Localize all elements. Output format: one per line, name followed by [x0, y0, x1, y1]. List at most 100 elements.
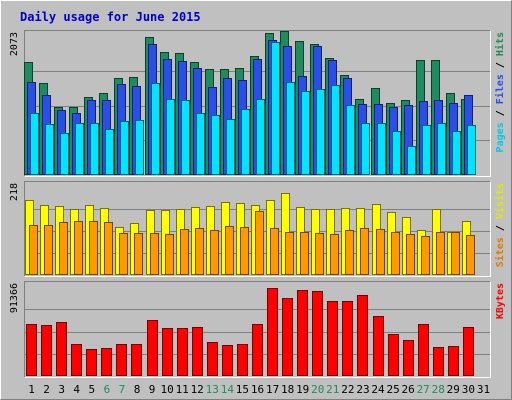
bar-fill	[391, 232, 400, 275]
bar-fill	[26, 324, 37, 376]
bar-fill	[166, 99, 175, 175]
bar-fill	[101, 348, 112, 376]
bar-visits-sites-sites-day-3	[59, 222, 68, 275]
bar-hits-files-pages-pages-day-17	[271, 42, 280, 175]
bar-fill	[330, 234, 339, 275]
bar-hits-files-pages-pages-day-24	[377, 123, 386, 175]
bar-fill	[56, 322, 67, 376]
bar-fill	[297, 290, 308, 376]
bar-kbytes-kbytes-day-26	[403, 340, 414, 376]
bar-fill	[285, 232, 294, 275]
bar-fill	[237, 344, 248, 376]
bar-outline	[345, 230, 354, 275]
bar-visits-sites-sites-day-27	[421, 236, 430, 275]
bar-outline	[150, 233, 159, 275]
bar-visits-sites-sites-day-10	[165, 234, 174, 275]
bar-outline	[211, 115, 220, 175]
bar-kbytes-kbytes-day-13	[207, 342, 218, 376]
x-tick-day-16: 16	[251, 383, 264, 396]
bar-outline	[90, 123, 99, 175]
bar-kbytes-kbytes-day-30	[463, 327, 474, 376]
bar-kbytes-kbytes-day-9	[147, 320, 158, 376]
bar-visits-sites-sites-day-14	[225, 226, 234, 275]
bar-outline	[241, 109, 250, 175]
bar-outline	[120, 121, 129, 175]
bar-fill	[388, 334, 399, 376]
bar-outline	[467, 125, 476, 175]
bar-outline	[134, 233, 143, 275]
bar-hits-files-pages-pages-day-1	[30, 113, 39, 175]
bar-kbytes-kbytes-day-19	[297, 290, 308, 376]
bar-fill	[342, 301, 353, 376]
bar-kbytes-kbytes-day-15	[237, 344, 248, 376]
x-tick-day-25: 25	[386, 383, 399, 396]
bar-hits-files-pages-pages-day-19	[301, 91, 310, 175]
bar-kbytes-kbytes-day-25	[388, 334, 399, 376]
bar-outline	[44, 225, 53, 275]
bar-outline	[177, 328, 188, 376]
bar-outline	[407, 146, 416, 175]
bar-fill	[165, 234, 174, 275]
bar-kbytes-kbytes-day-23	[357, 295, 368, 376]
bar-hits-files-pages-pages-day-16	[256, 99, 265, 175]
bar-kbytes-kbytes-day-12	[192, 327, 203, 376]
bar-hits-files-pages-pages-day-11	[181, 100, 190, 175]
bar-visits-sites-sites-day-13	[210, 230, 219, 275]
panel-bevel-light	[24, 30, 491, 177]
bar-fill	[240, 227, 249, 275]
bar-kbytes-kbytes-day-29	[448, 346, 459, 376]
bar-visits-sites-sites-day-22	[345, 230, 354, 275]
x-tick-day-4: 4	[73, 383, 80, 396]
bar-outline	[373, 316, 384, 376]
x-tick-day-14: 14	[221, 383, 235, 396]
bar-outline	[240, 227, 249, 275]
bar-outline	[391, 232, 400, 275]
bar-fill	[403, 340, 414, 376]
bar-outline	[346, 105, 355, 175]
bar-hits-files-pages-pages-day-13	[211, 115, 220, 175]
bar-fill	[207, 342, 218, 376]
bar-outline	[282, 298, 293, 376]
legend-label: Sites	[494, 237, 506, 267]
bar-outline	[105, 129, 114, 175]
bar-fill	[466, 235, 475, 275]
bar-outline	[151, 83, 160, 175]
x-tick-day-22: 22	[341, 383, 354, 396]
panel-bevel-light	[24, 181, 491, 277]
bar-fill	[45, 124, 54, 175]
bar-fill	[252, 324, 263, 376]
bar-fill	[357, 295, 368, 376]
bar-outline	[392, 131, 401, 175]
bar-fill	[192, 327, 203, 376]
bar-outline	[300, 232, 309, 275]
legend-label: Hits	[494, 32, 506, 56]
bar-hits-files-pages-pages-day-9	[151, 83, 160, 175]
bar-fill	[222, 345, 233, 376]
bar-hits-files-pages-pages-day-28	[437, 123, 446, 175]
bar-fill	[181, 100, 190, 175]
x-tick-day-23: 23	[356, 383, 369, 396]
bar-outline	[162, 328, 173, 376]
x-tick-day-1: 1	[28, 383, 35, 396]
bar-outline	[437, 123, 446, 175]
bar-fill	[286, 82, 295, 175]
bar-fill	[312, 291, 323, 376]
x-tick-day-11: 11	[176, 383, 189, 396]
bar-outline	[131, 344, 142, 376]
bar-outline	[463, 327, 474, 376]
bar-hits-files-pages-pages-day-26	[407, 146, 416, 175]
bar-fill	[180, 229, 189, 275]
bar-fill	[241, 109, 250, 175]
x-tick-day-13: 13	[206, 383, 219, 396]
bar-visits-sites-sites-day-26	[406, 234, 415, 275]
bar-kbytes-kbytes-day-20	[312, 291, 323, 376]
bar-fill	[467, 125, 476, 175]
x-tick-day-18: 18	[281, 383, 294, 396]
panel-bevel-dark	[24, 281, 491, 378]
bar-hits-files-pages-pages-day-14	[226, 119, 235, 175]
bar-visits-sites-sites-day-2	[44, 225, 53, 275]
bar-fill	[373, 316, 384, 376]
panel-hits-files-pages: 2073 Pages / Files / Hits	[9, 30, 506, 177]
bar-fill	[147, 320, 158, 376]
